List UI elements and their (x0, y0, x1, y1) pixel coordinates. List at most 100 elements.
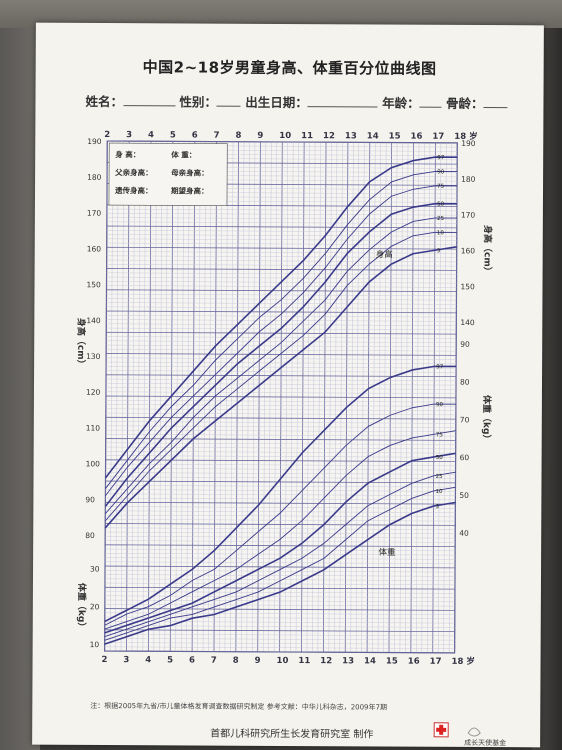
x-tick-bottom: 18 岁 (452, 656, 475, 667)
x-tick-bottom: 14 (364, 656, 376, 666)
x-tick-bottom: 9 (255, 656, 261, 666)
height-tick-left: 130 (86, 352, 101, 361)
height-tick-left: 100 (86, 459, 101, 468)
x-tick-top: 18 岁 (454, 131, 477, 142)
x-tick-bottom: 17 (430, 657, 442, 667)
x-tick-bottom: 4 (145, 655, 151, 665)
weight-tick-right: 70 (460, 415, 470, 424)
height-tick-left: 110 (86, 424, 101, 433)
height-tick-right: 170 (461, 211, 476, 220)
height-tick-right: 150 (460, 282, 475, 291)
height-tick-left: 150 (86, 280, 101, 289)
weight-tick-left: 10 (90, 640, 100, 649)
height-tick-left: 170 (87, 209, 102, 218)
height-curve-label: 50 (437, 202, 445, 208)
weight-tick-left: 30 (90, 565, 100, 574)
red-cross-logo-icon (433, 722, 449, 738)
growth-chart-sheet: 中国2~18岁男童身高、体重百分位曲线图 姓名： 性别： 出生日期： 年龄： 骨… (32, 22, 544, 750)
weight-curve-p25 (104, 471, 456, 638)
weight-curve-p50 (104, 452, 456, 634)
weight-tick-right: 90 (460, 340, 470, 349)
height-curve-p25 (104, 217, 457, 514)
x-tick-top: 8 (236, 131, 242, 141)
x-tick-bottom: 12 (320, 656, 332, 666)
weight-curve-p90 (104, 403, 456, 626)
x-tick-bottom: 6 (189, 655, 195, 665)
weight-curve-p3 (104, 501, 456, 645)
height-tick-left: 90 (85, 495, 95, 504)
height-curve-p50 (104, 202, 457, 507)
info-genetic-label: 遗传身高： (114, 185, 153, 195)
height-curve-p10 (104, 231, 457, 522)
height-tick-left: 140 (86, 316, 101, 325)
x-tick-top: 14 (367, 131, 379, 141)
height-curve-label: 10 (437, 230, 445, 236)
weight-curve-p10 (104, 486, 456, 641)
height-axis-label-left: 身高（cm） (75, 318, 87, 369)
x-tick-bottom: 10 (277, 656, 289, 666)
x-tick-top: 9 (257, 131, 263, 141)
weight-curve-label: 75 (436, 432, 444, 438)
x-tick-top: 13 (345, 131, 357, 141)
x-tick-bottom: 2 (102, 655, 108, 665)
weight-curve-p75 (104, 430, 456, 630)
x-tick-bottom: 11 (298, 656, 310, 666)
x-tick-top: 6 (192, 130, 198, 140)
info-expected-label: 期望身高： (171, 185, 209, 195)
weight-curve-label: 97 (436, 364, 444, 370)
weight-axis-label-right: 体重（kg） (481, 395, 493, 443)
height-tick-left: 120 (86, 388, 101, 397)
weight-tick-right: 40 (459, 529, 469, 538)
footer-credit: 首都儿科研究所生长发育研究室 制作 (210, 728, 374, 741)
x-tick-bottom: 13 (342, 656, 354, 666)
info-height-label: 身 高： (115, 149, 140, 159)
info-weight-label: 体 重： (171, 149, 196, 159)
x-tick-top: 2 (104, 130, 110, 140)
height-curve-p97 (104, 156, 458, 479)
weight-curve-label: 50 (436, 455, 444, 461)
weight-tick-right: 80 (460, 378, 470, 387)
weight-curve-label: 90 (436, 402, 444, 408)
weight-tick-right: 50 (459, 491, 469, 500)
weight-panel-label: 体重 (379, 547, 397, 558)
weight-curve-label: 25 (436, 474, 444, 480)
x-tick-top: 11 (301, 131, 313, 141)
height-curve-label: 3 (437, 248, 441, 254)
height-tick-left: 80 (85, 531, 95, 540)
x-tick-top: 5 (170, 130, 176, 140)
footnote: 注：根据2005年九省/市儿童体格发育调查数据研究制定 参考文献：中华儿科杂志，… (90, 701, 388, 712)
growth-chart-svg: 身 高： 体 重： 父亲身高： 母亲身高： 遗传身高： 期望身高： 2 2 3 3 4 4 5 5 6 6 7 7… (75, 130, 494, 667)
height-tick-right: 140 (460, 318, 475, 327)
x-tick-bottom: 7 (211, 656, 217, 666)
height-panel-label: 身高 (376, 249, 393, 260)
height-curve-label: 75 (437, 184, 445, 190)
weight-curve-label: 3 (435, 504, 439, 510)
info-mother-label: 母亲身高： (171, 167, 209, 177)
weight-tick-right: 60 (460, 453, 470, 462)
height-curve-p75 (105, 185, 458, 497)
x-tick-bottom: 15 (386, 657, 398, 667)
weight-axis-label-left: 体重（kg） (76, 583, 88, 631)
x-tick-bottom: 5 (167, 655, 173, 665)
height-curve-p90 (105, 171, 458, 489)
height-tick-right: 160 (461, 246, 476, 255)
footer-logos: 成长天使基金 (430, 719, 540, 750)
x-tick-top: 15 (389, 132, 401, 142)
x-tick-top: 10 (279, 131, 291, 141)
info-box (108, 142, 228, 206)
x-tick-bottom: 8 (233, 656, 239, 666)
x-tick-top: 7 (214, 131, 220, 141)
height-axis-label-right: 身高（cm） (482, 225, 494, 276)
logo-text: 成长天使基金 (464, 738, 506, 747)
info-father-label: 父亲身高： (114, 167, 153, 177)
height-curve-label: 97 (437, 155, 445, 161)
height-curve-label: 90 (437, 169, 445, 175)
x-tick-bottom: 16 (408, 657, 420, 667)
weight-curve-label: 10 (436, 489, 444, 495)
angel-logo-icon (467, 727, 481, 737)
x-tick-top: 17 (432, 132, 444, 142)
x-tick-top: 3 (126, 130, 132, 140)
height-tick-left: 190 (87, 137, 102, 146)
grid-lines (104, 140, 458, 654)
x-tick-bottom: 3 (123, 655, 129, 665)
